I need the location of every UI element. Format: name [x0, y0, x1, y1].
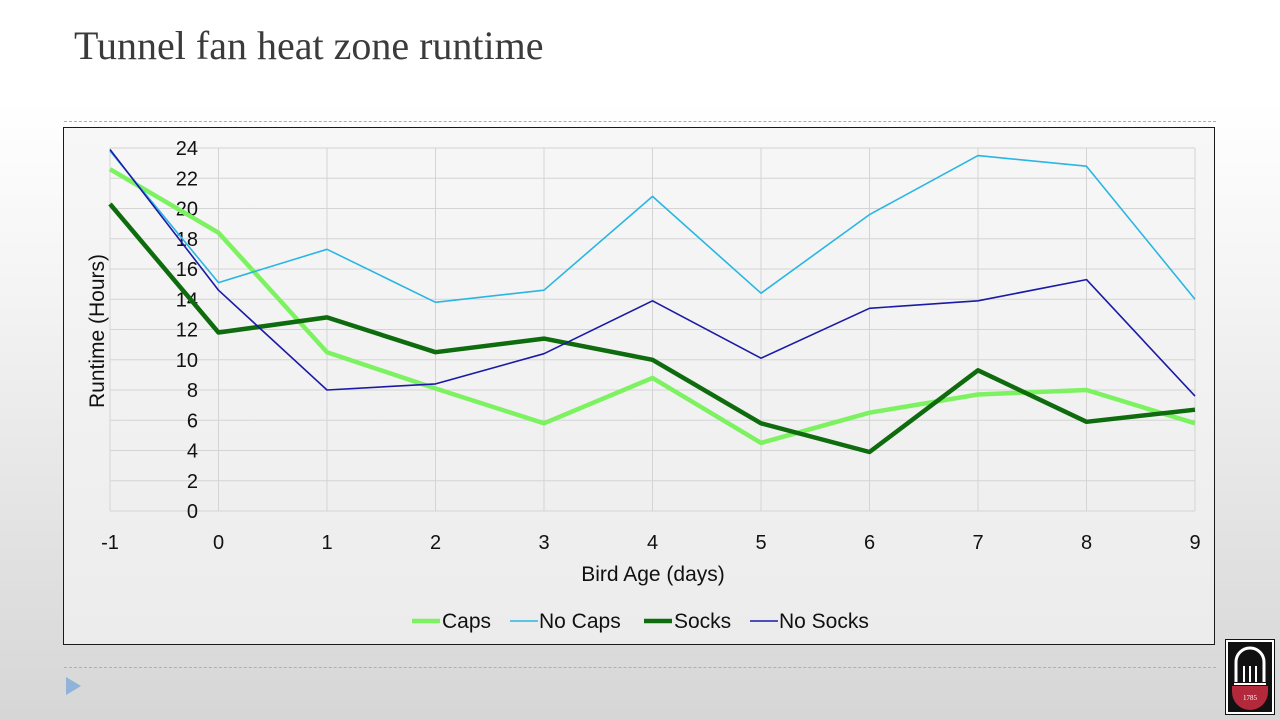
x-tick-label: 0 [213, 532, 224, 554]
legend-label: No Caps [539, 610, 621, 633]
y-tick-label: 8 [187, 380, 198, 402]
y-tick-label: 18 [176, 229, 198, 251]
x-tick-label: -1 [101, 532, 119, 554]
legend-label: Caps [442, 610, 491, 633]
x-tick-label: 4 [647, 532, 658, 554]
top-divider [64, 121, 1216, 122]
slide-title: Tunnel fan heat zone runtime [74, 23, 544, 68]
x-tick-label: 6 [864, 532, 875, 554]
bottom-divider [64, 667, 1216, 668]
logo-year: 1785 [1243, 694, 1257, 702]
legend-label: No Socks [779, 610, 869, 633]
chart-frame: 0 2 4 6 8 10 12 14 16 18 20 22 24 -1 0 1 2 3 4 5 6 7 8 9 Bird Ag… [63, 127, 1215, 645]
series-line-no-caps [109, 150, 1196, 304]
x-tick-label: 7 [972, 532, 983, 554]
y-tick-label: 0 [187, 501, 198, 523]
series-line-no-socks [109, 149, 1196, 397]
y-tick-label: 2 [187, 471, 198, 493]
y-tick-label: 16 [176, 259, 198, 281]
next-slide-arrow-icon[interactable] [66, 677, 81, 695]
y-tick-label: 14 [176, 289, 198, 311]
x-tick-label: 5 [755, 532, 766, 554]
x-axis-title: Bird Age (days) [581, 563, 725, 586]
x-tick-label: 1 [321, 532, 332, 554]
university-arch-logo: 1785 [1225, 639, 1275, 715]
x-tick-label: 2 [430, 532, 441, 554]
y-tick-label: 4 [187, 441, 198, 463]
y-tick-label: 6 [187, 410, 198, 432]
y-tick-label: 22 [176, 168, 198, 190]
y-tick-label: 12 [176, 320, 198, 342]
x-tick-label: 9 [1189, 532, 1200, 554]
logo-shield: 1785 [1232, 686, 1268, 710]
series-line-socks [108, 202, 1196, 455]
arch-icon [1234, 646, 1266, 685]
x-tick-label: 8 [1081, 532, 1092, 554]
legend-label: Socks [674, 610, 731, 633]
y-axis-title: Runtime (Hours) [86, 254, 109, 408]
series-line-caps [108, 167, 1196, 446]
x-tick-label: 3 [538, 532, 549, 554]
y-tick-label: 24 [176, 138, 198, 160]
y-tick-label: 10 [176, 350, 198, 372]
